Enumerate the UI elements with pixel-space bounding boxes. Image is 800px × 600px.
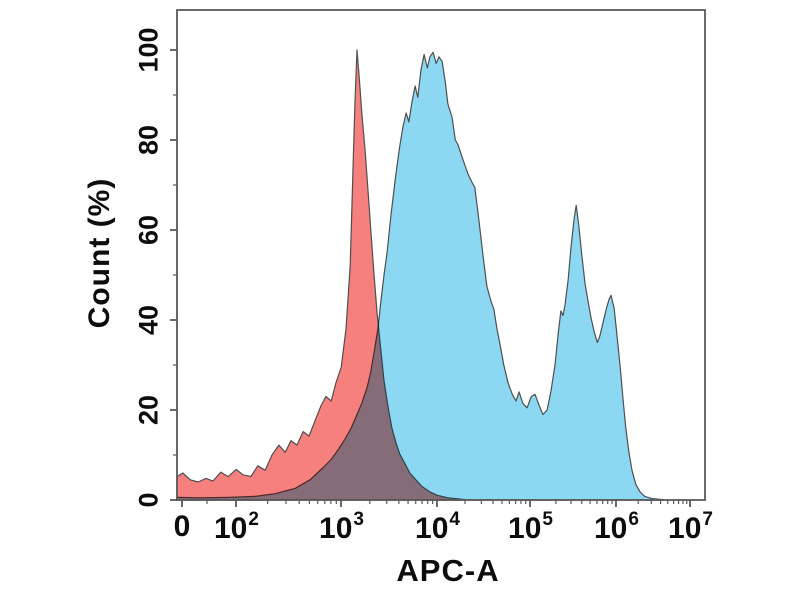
- red_histogram-area: [176, 49, 466, 501]
- x-tick-label: 102: [213, 509, 259, 545]
- y-tick-label: 0: [133, 492, 164, 508]
- y-axis-title: Count (%): [83, 177, 116, 329]
- x-tick-label: 105: [508, 509, 553, 545]
- y-tick-label: 80: [133, 124, 164, 156]
- plot-border: [176, 9, 706, 501]
- y-tick-label: 20: [133, 394, 164, 426]
- y-tick-label: 40: [133, 304, 164, 336]
- x-tick-label: 103: [319, 509, 364, 545]
- x-tick-label: 0: [173, 510, 191, 543]
- x-tick-label: 106: [593, 509, 639, 545]
- x-tick-label: 107: [668, 509, 713, 545]
- blue_histogram-area: [176, 51, 664, 501]
- y-tick-label: 100: [133, 27, 164, 73]
- x-tick-label: 104: [415, 509, 460, 545]
- x-axis-title: APC-A: [396, 553, 500, 588]
- y-tick-label: 60: [133, 214, 164, 246]
